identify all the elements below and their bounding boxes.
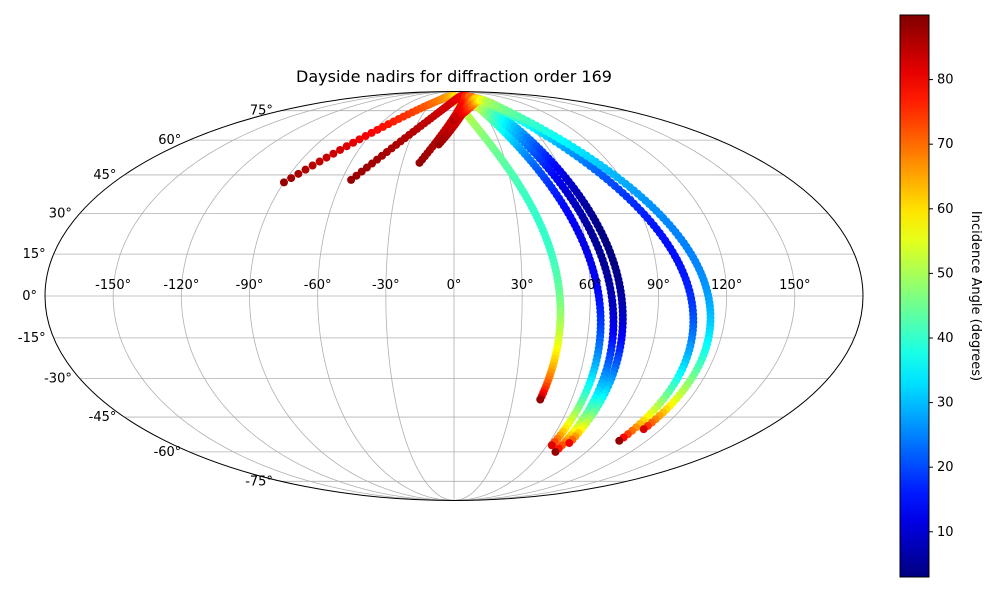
meridian-gridline — [453, 91, 796, 501]
track-6 — [455, 95, 715, 434]
meridian-gridline — [112, 91, 455, 501]
meridian-gridline — [180, 91, 455, 501]
meridian-gridline — [249, 91, 455, 501]
nadir-point — [639, 425, 648, 434]
colorbar-tick-label: 60 — [937, 202, 954, 217]
longitude-tick-label: 90° — [647, 278, 670, 293]
colorbar-tick-label: 80 — [937, 73, 954, 88]
meridian-gridline — [453, 91, 591, 501]
colorbar: 10 20 30 40 50 60 70 80 Incidence Angle (degrees… — [899, 14, 983, 578]
nadir-point — [279, 178, 288, 187]
nadir-point — [615, 436, 624, 445]
nadir-point — [361, 132, 370, 141]
colorbar-tick-label: 40 — [937, 331, 954, 346]
longitude-tick-label: -90° — [236, 278, 264, 293]
colorbar-tick-label: 50 — [937, 266, 954, 281]
longitude-tick-labels: -150° -120° -90° -60° -30° 0° 30° 60° 90° 120° 150… — [95, 278, 810, 293]
map-outline — [44, 91, 864, 501]
nadir-point — [329, 149, 338, 158]
latitude-tick-labels: 75° 60° 45° 30° 15° 0° -15° -30° -45° -60° -75° — [18, 104, 273, 490]
meridian-gridline — [317, 91, 455, 501]
longitude-tick-label: 30° — [511, 278, 534, 293]
longitude-tick-label: 0° — [447, 278, 462, 293]
colorbar-tick-label: 70 — [937, 137, 954, 152]
longitude-tick-label: -120° — [163, 278, 199, 293]
colorbar-tick-label: 10 — [937, 525, 954, 540]
latitude-tick-label: -30° — [44, 372, 72, 387]
meridian-gridline — [385, 91, 455, 501]
longitude-tick-label: -30° — [372, 278, 400, 293]
nadir-point — [349, 138, 358, 147]
latitude-tick-label: -45° — [89, 410, 117, 425]
graticule — [45, 91, 863, 501]
latitude-tick-label: 45° — [93, 168, 116, 183]
scatter-points — [279, 91, 715, 456]
nadir-point — [301, 165, 310, 174]
chart-title: Dayside nadirs for diffraction order 169 — [296, 67, 612, 86]
longitude-tick-label: 120° — [711, 278, 742, 293]
meridian-gridline — [453, 91, 523, 501]
nadir-point — [551, 447, 560, 456]
nadir-point — [565, 439, 574, 448]
nadir-point — [355, 135, 364, 144]
latitude-tick-label: 0° — [22, 289, 37, 304]
nadir-point — [308, 161, 317, 170]
longitude-tick-label: 150° — [779, 278, 810, 293]
colorbar-tick-label: 20 — [937, 460, 954, 475]
nadir-point — [322, 153, 331, 162]
meridian-gridline — [453, 91, 659, 501]
longitude-tick-label: -150° — [95, 278, 131, 293]
nadir-point — [315, 157, 324, 166]
nadir-point — [342, 142, 351, 151]
latitude-tick-label: 60° — [158, 133, 181, 148]
latitude-tick-label: -15° — [18, 331, 46, 346]
nadir-point — [547, 441, 556, 450]
longitude-tick-label: -60° — [304, 278, 332, 293]
meridian-gridline — [453, 91, 728, 501]
nadir-point — [336, 145, 345, 154]
latitude-tick-label: 15° — [23, 247, 46, 262]
longitude-tick-label: 60° — [579, 278, 602, 293]
nadir-point — [294, 169, 303, 178]
nadir-point — [287, 174, 296, 183]
colorbar-tick-label: 30 — [937, 396, 954, 411]
latitude-tick-label: 75° — [250, 104, 273, 119]
colorbar-label: Incidence Angle (degrees) — [968, 211, 983, 381]
latitude-tick-label: -75° — [245, 474, 273, 489]
track-1 — [279, 91, 565, 404]
latitude-tick-label: 30° — [49, 206, 72, 221]
latitude-tick-label: -60° — [154, 445, 182, 460]
nadir-point — [536, 395, 545, 404]
colorbar-gradient — [899, 14, 930, 578]
